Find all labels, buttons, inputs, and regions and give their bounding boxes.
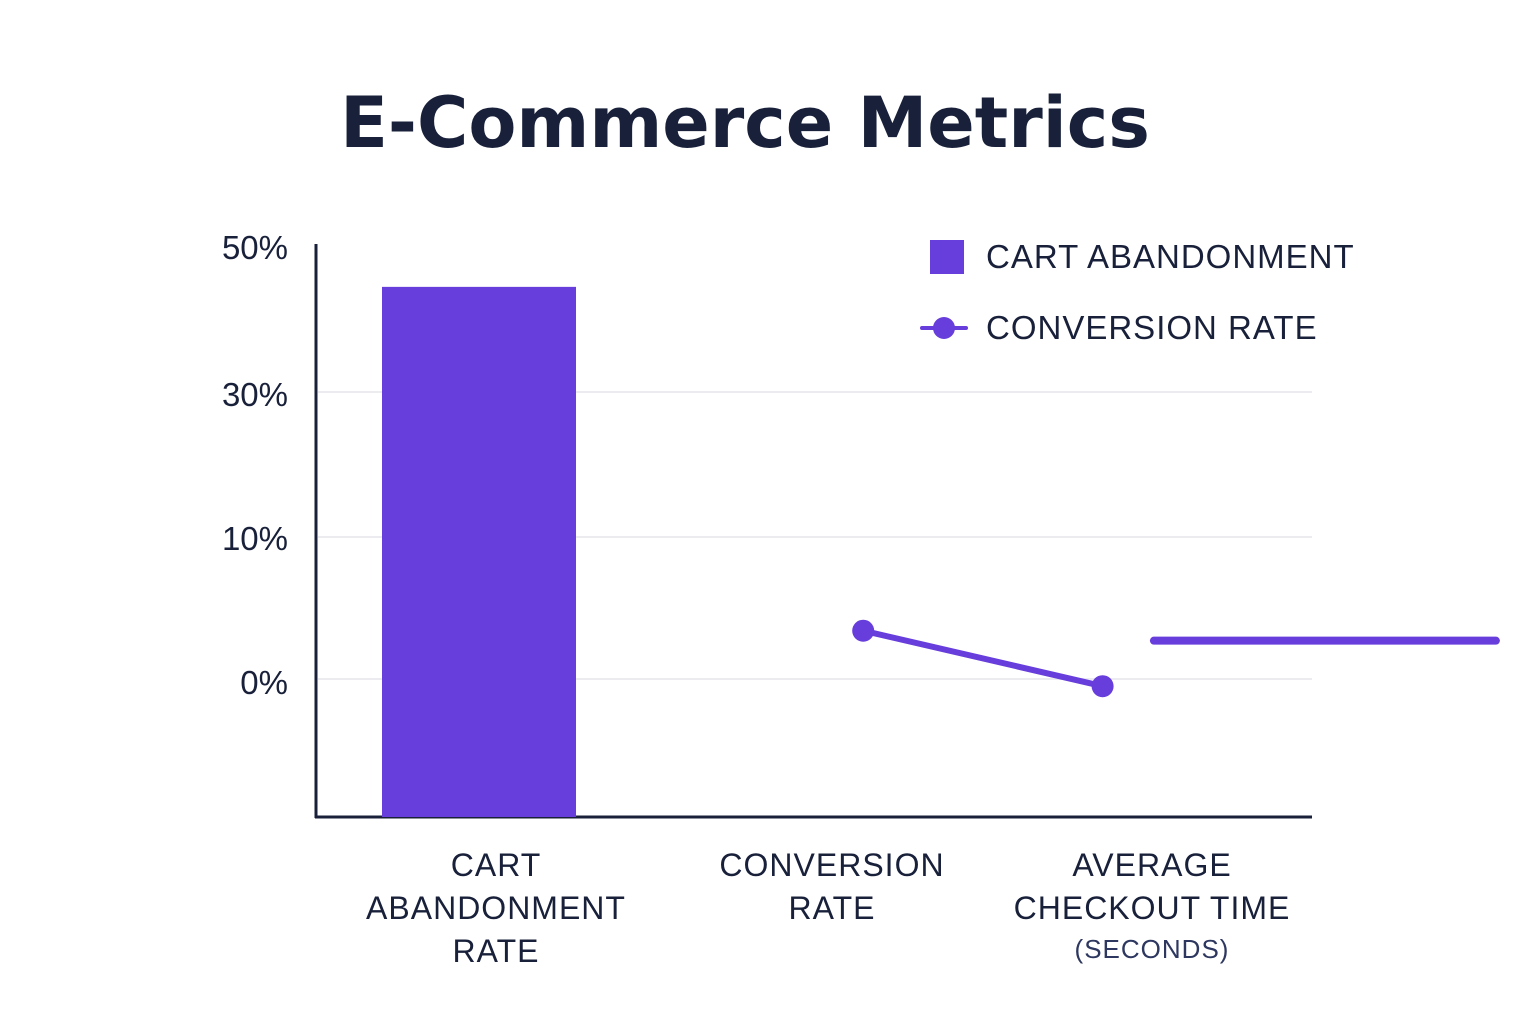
x-label-line: CONVERSION	[719, 847, 945, 883]
legend-line-dot-icon	[920, 311, 968, 345]
y-tick-label: 30%	[221, 376, 288, 413]
y-tick-label: 0%	[240, 664, 288, 701]
legend-item-conversion-rate: CONVERSION RATE	[920, 309, 1318, 347]
x-label-line: ABANDONMENT	[366, 890, 626, 926]
x-label-line: CART	[450, 847, 542, 883]
x-label-line: CHECKOUT TIME	[1013, 890, 1291, 926]
x-category-label: CART ABANDONMENT RATE	[326, 844, 666, 973]
chart-title: E-Commerce Metrics	[340, 82, 1150, 164]
y-tick-label: 10%	[221, 520, 288, 557]
legend-label: CONVERSION RATE	[986, 309, 1318, 346]
legend-item-cart-abandonment: CART ABANDONMENT	[920, 238, 1355, 276]
data-point	[1091, 675, 1114, 698]
x-label-line: RATE	[452, 933, 540, 969]
series-line-conversion-rate	[860, 627, 1106, 690]
x-label-line: RATE	[788, 890, 876, 926]
legend-square-icon	[930, 240, 964, 274]
x-label-line: AVERAGE	[1072, 847, 1232, 883]
bar-cart-abandonment	[382, 286, 576, 817]
x-category-label: CONVERSION RATE	[662, 844, 1002, 930]
legend-label: CART ABANDONMENT	[986, 238, 1355, 275]
x-label-sub: (SECONDS)	[1074, 934, 1230, 964]
data-point	[852, 619, 875, 642]
x-category-label: AVERAGE CHECKOUT TIME (SECONDS)	[982, 844, 1322, 968]
y-tick-label: 50%	[221, 229, 288, 266]
